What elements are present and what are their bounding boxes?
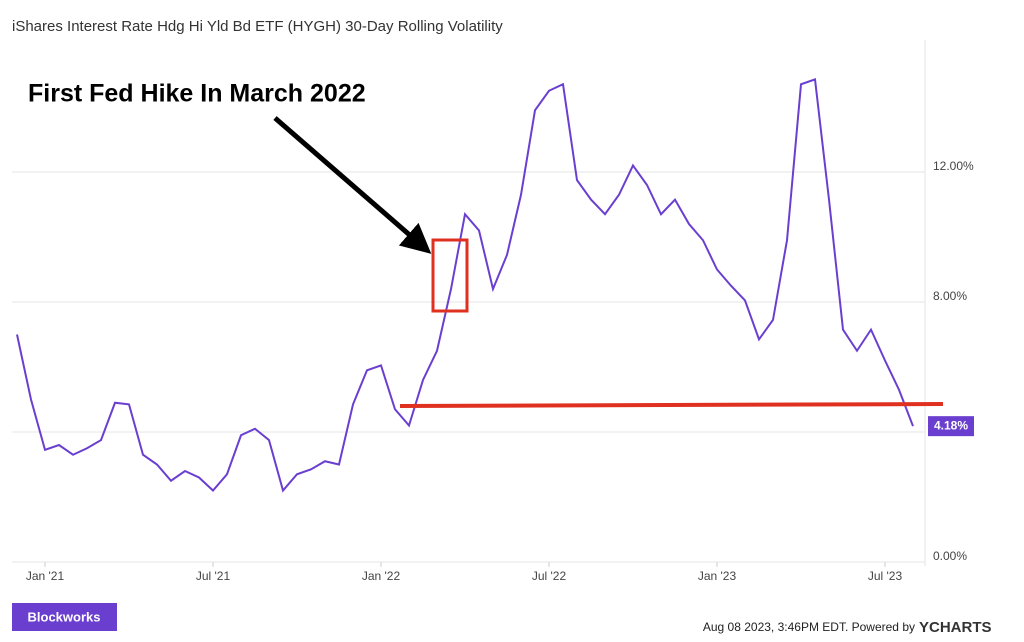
x-tick-label: Jan '23 (698, 569, 737, 583)
x-tick-label: Jul '22 (532, 569, 567, 583)
annotation: First Fed Hike In March 2022 (28, 80, 366, 108)
logo: Blockworks (28, 609, 101, 624)
y-tick-label: 0.00% (933, 549, 967, 563)
y-tick-label: 8.00% (933, 289, 967, 303)
x-tick-label: Jul '21 (196, 569, 231, 583)
highlight-box (431, 238, 469, 313)
logo-box (12, 603, 117, 631)
footer: Aug 08 2023, 3:46PM EDT. Powered by (703, 620, 915, 634)
x-tick-label: Jan '22 (362, 569, 401, 583)
y-tick-label: 12.00% (933, 159, 974, 173)
value-label: 4.18% (934, 418, 968, 432)
arrow (273, 116, 432, 254)
line (16, 78, 914, 493)
x-tick-label: Jan '21 (26, 569, 65, 583)
x-tick-label: Jul '23 (868, 569, 903, 583)
value-badge (928, 416, 974, 437)
brand: YCHARTS (919, 619, 992, 636)
chart-title: iShares Interest Rate Hdg Hi Yld Bd ETF … (12, 18, 503, 35)
reference-line (399, 402, 944, 408)
